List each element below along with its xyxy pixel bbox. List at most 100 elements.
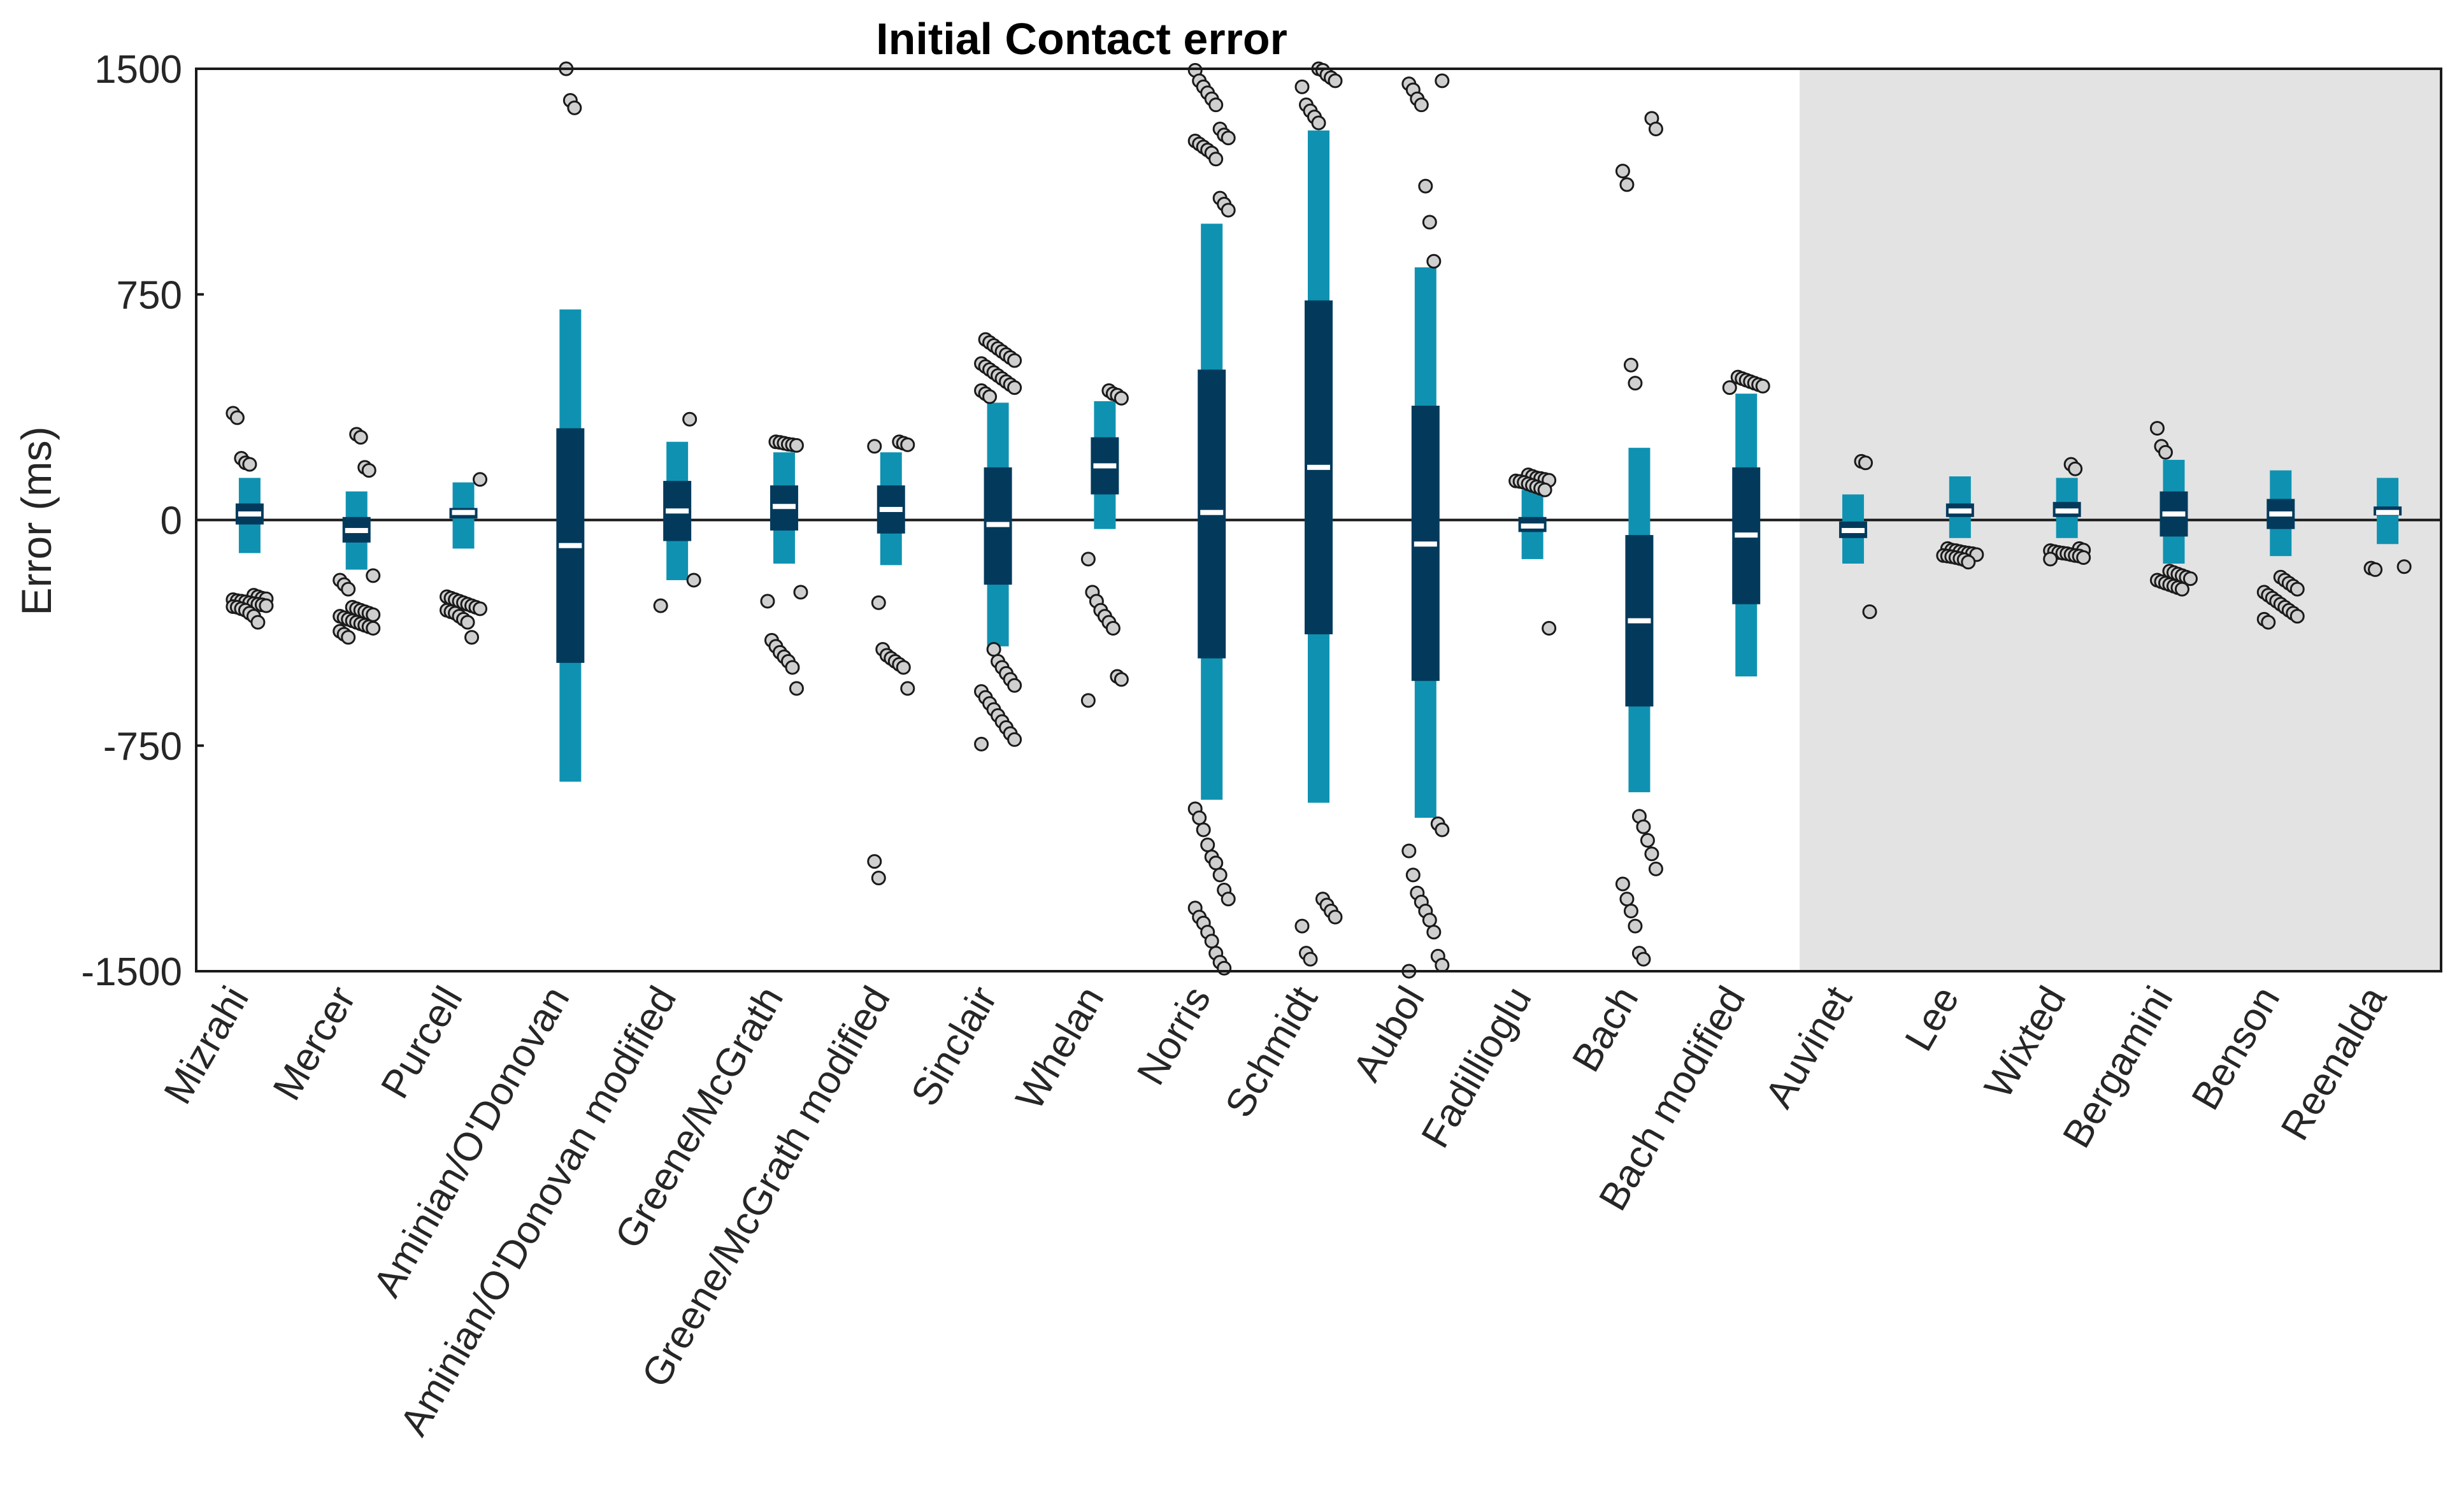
box-group-mizrahi: [226, 406, 274, 630]
outlier-point: [1114, 390, 1129, 406]
outlier-point: [2368, 562, 2383, 577]
outlier-point: [1294, 79, 1310, 94]
median-marker-greene-mcgrath-modified: [879, 506, 903, 512]
outlier-point: [259, 598, 274, 613]
outlier-point: [2068, 461, 2083, 476]
median-marker-purcell: [452, 509, 475, 515]
outlier-point: [1640, 833, 1655, 848]
chart-title: Initial Contact error: [876, 14, 1287, 64]
box-group-reenalda: [2363, 478, 2412, 577]
outlier-point: [1114, 672, 1129, 687]
outlier-point: [867, 439, 882, 454]
box-group-fadillioglu: [1508, 467, 1557, 636]
y-tick-label: -750: [103, 725, 182, 769]
median-marker-benson: [2269, 511, 2293, 517]
y-tick-label: 750: [117, 273, 182, 317]
median-marker-fadillioglu: [1521, 523, 1544, 529]
outlier-point: [653, 598, 668, 613]
outlier-point: [2174, 581, 2189, 597]
outlier-point: [1221, 131, 1236, 146]
outlier-point: [1105, 621, 1121, 636]
outlier-point: [464, 630, 480, 645]
outlier-point: [1221, 892, 1236, 907]
box-group-auvinet: [1839, 453, 1877, 620]
outlier-point: [341, 630, 356, 645]
outlier-point: [2289, 581, 2305, 597]
outlier-point: [1007, 380, 1022, 395]
outlier-point: [1619, 892, 1635, 907]
box-group-mercer: [333, 427, 381, 645]
outlier-point: [567, 100, 582, 115]
outlier-point: [867, 854, 882, 869]
outlier-point: [1636, 951, 1651, 967]
outlier-point: [366, 621, 381, 636]
outlier-point: [1628, 376, 1643, 391]
outlier-point: [229, 410, 245, 425]
outlier-point: [1426, 925, 1442, 940]
outlier-point: [789, 438, 804, 453]
outlier-point: [1542, 621, 1557, 636]
outlier-point: [682, 411, 698, 427]
outlier-point: [1192, 810, 1207, 825]
outlier-point: [2043, 552, 2058, 567]
outlier-point: [1435, 73, 1450, 89]
median-marker-auvinet: [1842, 528, 1865, 534]
outlier-point: [1007, 732, 1022, 747]
box-group-aubol: [1401, 73, 1450, 979]
outlier-point: [1426, 253, 1442, 269]
outlier-point: [1414, 97, 1429, 113]
box-group-aminian-o-donovan: [556, 61, 585, 782]
outlier-point: [2182, 571, 2198, 587]
median-marker-bach: [1628, 618, 1651, 623]
outlier-point: [900, 437, 915, 452]
outlier-point: [1405, 867, 1421, 883]
outlier-point: [353, 430, 368, 445]
outlier-point: [1961, 555, 1976, 570]
outlier-point: [1435, 822, 1450, 837]
box-group-wixted: [2043, 457, 2091, 567]
outlier-point: [1080, 552, 1096, 567]
outlier-point: [1007, 678, 1022, 693]
outlier-point: [1422, 215, 1437, 230]
median-marker-bergamini: [2162, 511, 2186, 517]
outlier-point: [1418, 178, 1433, 194]
median-marker-whelan: [1093, 463, 1117, 469]
outlier-point: [250, 615, 266, 630]
outlier-point: [460, 615, 475, 630]
outlier-point: [986, 642, 1001, 657]
outlier-point: [1196, 822, 1211, 837]
outlier-point: [1628, 918, 1643, 934]
box-group-purcell: [440, 472, 488, 645]
outlier-point: [1217, 960, 1232, 976]
y-axis: 1500 750 0 -750 -1500: [81, 48, 204, 994]
outlier-point: [1644, 846, 1659, 862]
outlier-point: [1311, 115, 1326, 131]
box-group-lee: [1936, 476, 1984, 570]
outlier-point: [1623, 357, 1638, 373]
outlier-point: [1204, 934, 1219, 949]
outlier-point: [1208, 152, 1224, 167]
outlier-point: [1401, 843, 1417, 858]
y-tick-label: 0: [161, 499, 182, 543]
outlier-point: [1208, 97, 1224, 113]
outlier-point: [1623, 904, 1638, 919]
median-marker-norris: [1200, 509, 1224, 515]
outlier-point: [2396, 559, 2412, 574]
median-marker-mizrahi: [238, 511, 261, 517]
outlier-point: [1619, 177, 1635, 192]
outlier-point: [1328, 909, 1343, 925]
median-marker-reenalda: [2376, 509, 2400, 515]
outlier-point: [361, 463, 376, 478]
median-marker-greene-mcgrath: [772, 504, 796, 509]
outlier-point: [982, 389, 998, 404]
outlier-point: [1294, 918, 1310, 934]
outlier-point: [2261, 615, 2276, 630]
outlier-point: [793, 585, 808, 600]
outlier-point: [1648, 121, 1663, 136]
outlier-point: [2158, 445, 2173, 460]
outlier-point: [1537, 482, 1552, 497]
median-marker-schmidt: [1307, 464, 1330, 470]
outlier-point: [1858, 455, 1873, 471]
outlier-point: [1755, 378, 1770, 394]
